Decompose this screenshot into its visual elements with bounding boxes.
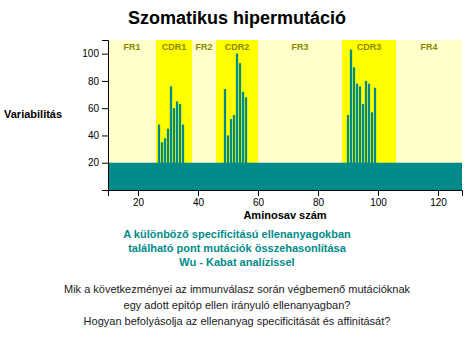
- y-tick-mark: [102, 135, 108, 136]
- x-tick-mark: [258, 190, 259, 196]
- bar: [227, 135, 229, 190]
- y-tick: 80: [88, 76, 108, 87]
- y-axis-line: [102, 41, 109, 191]
- bar: [176, 101, 178, 190]
- region-label: FR4: [420, 42, 437, 52]
- y-axis: 20 40 60 80 100: [82, 41, 108, 191]
- y-tick-label: 100: [82, 48, 99, 59]
- y-tick: 20: [88, 157, 108, 168]
- y-tick-mark: [102, 54, 108, 55]
- y-axis-title: Variabilitás: [4, 108, 62, 120]
- x-axis-title: Aminosav szám: [243, 209, 326, 221]
- x-tick-mark: [318, 190, 319, 196]
- y-tick-label: 20: [88, 157, 100, 168]
- bar: [230, 119, 232, 190]
- annotation: egy adott epitóp ellen irányuló ellenany…: [124, 299, 351, 311]
- bar: [182, 125, 184, 190]
- y-tick: 40: [88, 130, 108, 141]
- bar: [374, 88, 376, 190]
- x-tick-mark: [378, 190, 379, 196]
- bar: [245, 97, 247, 190]
- region-label: FR2: [195, 42, 212, 52]
- y-tick-mark: [102, 108, 108, 109]
- bar: [347, 115, 349, 190]
- bar: [239, 63, 241, 190]
- chart: FR1CDR1FR2CDR2FR3CDR3FR42040608010012020…: [0, 0, 474, 355]
- title: Szomatikus hipermutáció: [128, 8, 346, 28]
- x-tick-label: 80: [313, 197, 325, 208]
- x-tick-label: 40: [193, 197, 205, 208]
- bar: [179, 104, 181, 190]
- bar: [365, 81, 367, 190]
- y-tick-label: 40: [88, 130, 100, 141]
- bar: [371, 112, 373, 190]
- y-tick: 100: [82, 48, 108, 59]
- bar: [236, 54, 238, 190]
- annotation: Mik a következményei az immunválasz sorá…: [64, 283, 411, 295]
- x-tick: 40: [193, 190, 205, 208]
- bar: [362, 104, 364, 190]
- plot-area: [108, 40, 462, 190]
- region-labels: FR1 CDR1 FR2 CDR2 FR3 CDR3 FR4: [123, 42, 437, 52]
- x-tick-label: 20: [133, 197, 145, 208]
- x-axis-line: [109, 191, 463, 197]
- bar: [161, 142, 163, 190]
- bar: [164, 138, 166, 190]
- bar: [350, 50, 352, 190]
- x-axis: 20 40 60 80 100 120: [109, 190, 463, 208]
- y-tick-mark: [102, 163, 108, 164]
- region-label: FR3: [291, 42, 308, 52]
- subtitle: A különböző specificitású ellenanyagokba…: [123, 228, 351, 240]
- bar: [167, 129, 169, 190]
- x-tick-mark: [198, 190, 199, 196]
- x-tick-label: 60: [253, 197, 265, 208]
- region-label: CDR2: [225, 42, 250, 52]
- subtitle: található pont mutációk összehasonlítása: [128, 242, 346, 254]
- region-label: FR1: [123, 42, 140, 52]
- bar: [368, 84, 370, 190]
- bar: [359, 86, 361, 190]
- bar: [224, 89, 226, 190]
- x-tick-label: 100: [370, 197, 387, 208]
- bar: [242, 92, 244, 190]
- x-tick: 80: [313, 190, 325, 208]
- x-tick-mark: [438, 190, 439, 196]
- y-tick-label: 60: [88, 103, 100, 114]
- x-tick: 20: [133, 190, 145, 208]
- subtitle: Wu - Kabat analízissel: [179, 256, 294, 268]
- bar: [173, 108, 175, 190]
- region-label: CDR3: [357, 42, 382, 52]
- bar: [233, 115, 235, 190]
- x-tick-mark: [138, 190, 139, 196]
- bar: [356, 84, 358, 190]
- x-tick-label: 120: [430, 197, 447, 208]
- y-tick: 60: [88, 103, 108, 114]
- annotation: Hogyan befolyásolja az ellenanyag specif…: [84, 315, 391, 327]
- y-tick-mark: [102, 81, 108, 82]
- x-tick: 120: [430, 190, 447, 208]
- x-tick: 60: [253, 190, 265, 208]
- bar: [353, 67, 355, 190]
- region-label: CDR1: [162, 42, 187, 52]
- y-tick-label: 80: [88, 76, 100, 87]
- x-tick: 100: [370, 190, 387, 208]
- bar: [170, 86, 172, 190]
- bar: [158, 125, 160, 190]
